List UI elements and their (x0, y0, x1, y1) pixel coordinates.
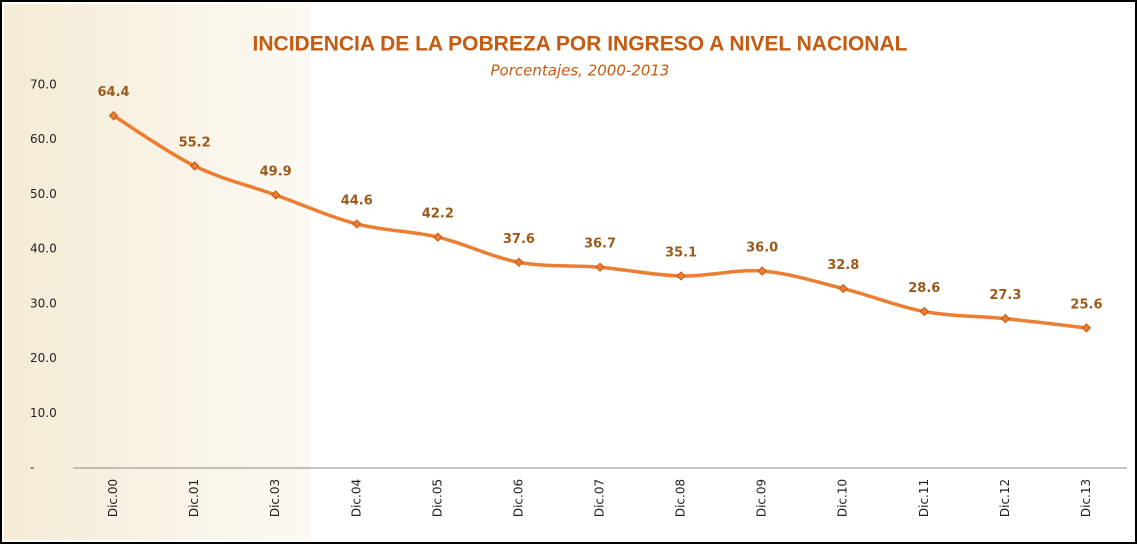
y-tick-label: 20.0 (30, 351, 57, 365)
x-tick-label: Dic.11 (917, 479, 931, 517)
data-marker (757, 266, 767, 276)
data-label: 37.6 (503, 232, 535, 247)
chart-title: INCIDENCIA DE LA POBREZA POR INGRESO A N… (253, 33, 908, 56)
data-marker (676, 271, 686, 281)
data-label: 42.2 (422, 207, 454, 222)
data-label: 64.4 (97, 85, 129, 100)
data-label: 55.2 (179, 135, 211, 150)
x-tick-label: Dic.12 (998, 479, 1012, 517)
data-label: 44.6 (341, 193, 373, 208)
data-label: 35.1 (665, 245, 697, 260)
data-label: 27.3 (989, 288, 1021, 303)
data-label: 28.6 (908, 281, 940, 296)
y-tick-label: 10.0 (30, 406, 57, 420)
data-label: 36.0 (746, 241, 778, 256)
x-tick-label: Dic.10 (836, 479, 850, 517)
data-label: 25.6 (1070, 297, 1102, 312)
data-label: 32.8 (827, 258, 859, 273)
y-tick-label: 40.0 (30, 242, 57, 256)
x-tick-label: Dic.09 (755, 479, 769, 517)
x-tick-label: Dic.00 (106, 479, 120, 517)
data-marker (270, 190, 281, 200)
chart-subtitle: Porcentajes, 2000-2013 (491, 62, 670, 80)
y-tick-label: 60.0 (30, 132, 57, 146)
x-tick-label: Dic.08 (674, 479, 688, 517)
data-marker (433, 232, 443, 242)
data-marker (838, 283, 848, 294)
x-tick-label: Dic.01 (187, 479, 201, 517)
data-marker (352, 219, 362, 229)
y-tick-label: 70.0 (30, 78, 57, 92)
data-label: 36.7 (584, 237, 616, 252)
data-marker (919, 306, 930, 317)
y-tick-label: - (30, 461, 34, 475)
y-tick-label: 30.0 (30, 296, 57, 310)
background-decoration (4, 4, 310, 540)
data-marker (108, 110, 119, 121)
data-marker (189, 161, 200, 171)
data-marker (595, 262, 605, 272)
data-marker (1081, 323, 1092, 333)
x-tick-label: Dic.06 (511, 479, 525, 517)
data-marker (1000, 313, 1011, 324)
data-marker (514, 257, 524, 267)
y-tick-label: 50.0 (30, 187, 57, 201)
x-tick-label: Dic.03 (268, 479, 282, 517)
x-tick-label: Dic.13 (1079, 479, 1093, 517)
x-tick-label: Dic.05 (430, 479, 444, 517)
x-tick-label: Dic.04 (349, 479, 363, 517)
x-tick-label: Dic.07 (593, 479, 607, 517)
data-label: 49.9 (260, 164, 292, 179)
